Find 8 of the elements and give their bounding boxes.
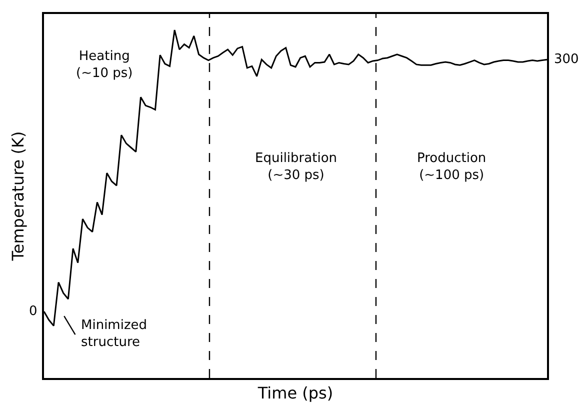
annotation: Minimized structure <box>81 318 148 350</box>
text: 0 <box>29 304 38 319</box>
annotation: Production (~100 ps) <box>417 151 486 183</box>
annotation: Equilibration (~30 ps) <box>255 151 338 183</box>
annotation: Heating (~10 ps) <box>76 49 133 81</box>
x-axis-title: Time (ps) <box>256 384 334 403</box>
text: 300 <box>554 52 579 67</box>
y-axis-title: Temperature (K) <box>8 131 28 262</box>
